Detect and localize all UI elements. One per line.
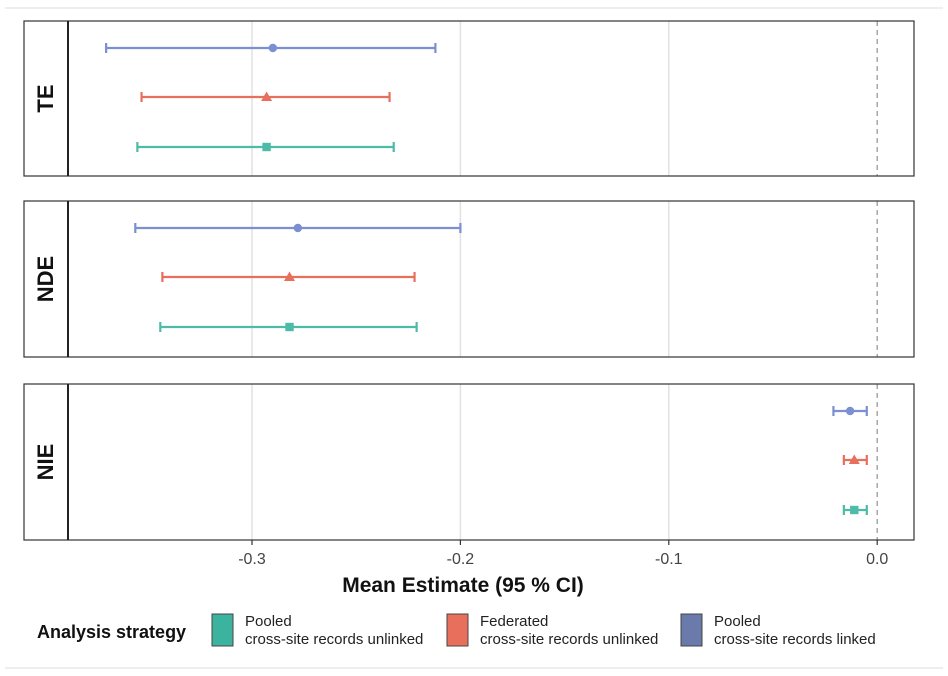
strip-label-nde: NDE xyxy=(33,256,58,302)
facet-panel-te xyxy=(23,20,915,177)
legend-title: Analysis strategy xyxy=(37,622,186,642)
point-estimate xyxy=(284,271,296,281)
x-tick-label: -0.1 xyxy=(655,551,683,568)
point-estimate xyxy=(262,142,271,152)
ci-federated_unlinked-te xyxy=(140,91,391,102)
ci-pooled_unlinked-te xyxy=(136,142,395,152)
point-estimate xyxy=(845,406,855,416)
gridlines xyxy=(251,21,878,540)
facet-panels: TE NDE NIE xyxy=(5,7,943,669)
legend-label-line1: Federated xyxy=(480,613,548,630)
legend-key-pooled_linked xyxy=(680,613,703,647)
point-estimate xyxy=(848,454,860,464)
point-estimate xyxy=(268,43,278,53)
x-tick-label: -0.3 xyxy=(238,551,266,568)
x-axis-title: Mean Estimate (95 % CI) xyxy=(342,574,584,597)
legend-label-line2: cross-site records unlinked xyxy=(245,631,423,648)
legend-label-line2: cross-site records unlinked xyxy=(480,631,658,648)
legend-label-line2: cross-site records linked xyxy=(714,631,876,648)
ci-pooled_linked-nde xyxy=(134,223,462,233)
facet-panel-nie xyxy=(23,383,915,541)
x-tick-label: -0.2 xyxy=(447,551,475,568)
point-estimate xyxy=(261,91,273,101)
ci-pooled_unlinked-nie xyxy=(842,505,868,515)
legend-label-line1: Pooled xyxy=(714,613,761,630)
x-axis: -0.3 -0.2 -0.1 0.0 xyxy=(238,540,888,568)
point-estimate xyxy=(850,505,859,515)
legend-label-line1: Pooled xyxy=(245,613,292,630)
chart-marks xyxy=(105,43,868,515)
ci-pooled_unlinked-nde xyxy=(159,322,418,332)
point-estimate xyxy=(293,223,303,233)
x-tick-label: 0.0 xyxy=(866,551,888,568)
ci-pooled_linked-te xyxy=(105,43,437,53)
strip-label-nie: NIE xyxy=(33,444,58,481)
ci-pooled_linked-nie xyxy=(832,406,868,416)
facet-panel-nde xyxy=(23,200,915,358)
point-estimate xyxy=(285,322,294,332)
legend-key-federated_unlinked xyxy=(446,613,469,647)
ci-federated_unlinked-nde xyxy=(161,271,416,282)
ci-federated_unlinked-nie xyxy=(842,454,868,465)
legend-key-pooled_unlinked xyxy=(211,613,234,647)
strip-label-te: TE xyxy=(33,84,58,112)
